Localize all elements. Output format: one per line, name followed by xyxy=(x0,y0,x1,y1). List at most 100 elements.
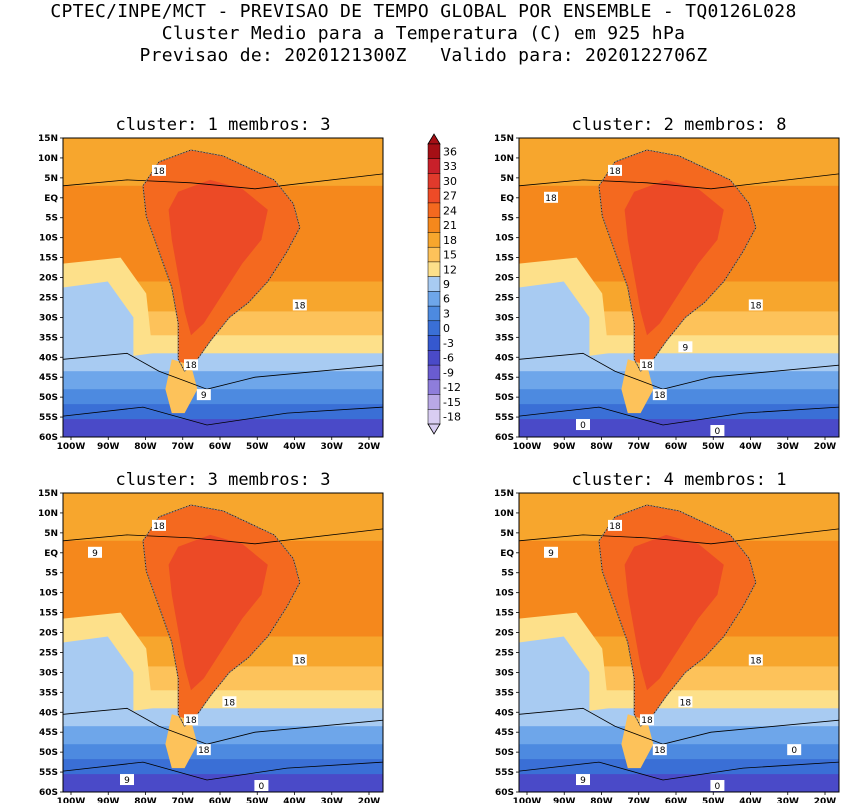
lon-label: 100W xyxy=(513,797,542,803)
lon-label: 30W xyxy=(321,797,344,803)
coastline xyxy=(598,149,757,372)
contour-value-box xyxy=(640,359,654,371)
colorbar-label: 30 xyxy=(443,175,457,188)
colorbar-label: -15 xyxy=(443,396,461,409)
contour-value-box xyxy=(652,744,667,756)
temperature-band xyxy=(63,404,383,420)
colorbar-label: -6 xyxy=(443,352,454,365)
contour-line xyxy=(63,352,383,390)
lon-label: 20W xyxy=(814,442,837,452)
lat-label: 35S xyxy=(495,688,514,698)
lat-label: 10N xyxy=(494,509,514,519)
contour-value-label: 18 xyxy=(750,301,762,311)
lat-label: 45S xyxy=(39,373,58,383)
contour-value-box xyxy=(678,696,693,708)
colorbar-arrow-top xyxy=(427,133,441,145)
contour-value-label: 18 xyxy=(609,167,621,177)
map-panel-3: cluster: 3 membros: 3 15N 10N 5N EQ 5S 10S 15S 2… xyxy=(38,470,384,803)
contour-value-label: 18 xyxy=(294,656,306,666)
lat-label: 15N xyxy=(38,134,58,144)
lat-label: 50S xyxy=(495,748,514,758)
lat-label: 50S xyxy=(39,393,58,403)
colorbar-label: 6 xyxy=(443,293,450,306)
colorbar-segment xyxy=(427,232,441,248)
contour-value-label: 0 xyxy=(580,421,586,431)
contour-value-label: 9 xyxy=(548,549,554,559)
lat-label: 40S xyxy=(495,353,514,363)
lat-label: 15S xyxy=(495,609,514,619)
lon-label: 40W xyxy=(739,797,762,803)
southern-tip xyxy=(165,714,198,769)
lon-label: 60W xyxy=(209,442,232,452)
lat-label: 55S xyxy=(39,413,58,423)
colorbar-label: 33 xyxy=(443,160,457,173)
lat-label: 25S xyxy=(495,648,514,658)
lat-label: 5N xyxy=(500,529,514,539)
lat-label: 5S xyxy=(45,569,58,579)
lat-label: 15N xyxy=(494,489,514,499)
lat-label: 60S xyxy=(39,433,58,443)
lat-label: 35S xyxy=(39,688,58,698)
contour-value-label: 18 xyxy=(641,716,653,726)
contour-value-box xyxy=(196,389,211,401)
header-line-3: Previsao de: 2020121300Z Valido para: 20… xyxy=(139,45,708,66)
lat-label: 5S xyxy=(501,569,514,579)
lon-label: 20W xyxy=(814,797,837,803)
lon-label: 50W xyxy=(702,797,725,803)
southern-tip xyxy=(621,359,654,414)
lon-label: 100W xyxy=(57,797,86,803)
colorbar-segment xyxy=(427,261,441,278)
lat-label: 40S xyxy=(39,353,58,363)
lat-label: 20S xyxy=(495,629,514,639)
contour-line xyxy=(63,707,383,745)
hot-core xyxy=(624,534,724,691)
coastline xyxy=(142,504,301,727)
contour-value-box xyxy=(222,696,237,708)
lon-label: 30W xyxy=(777,442,800,452)
contour-value-box xyxy=(88,546,102,558)
map-panel-1: cluster: 1 membros: 3 15N 10N 5N EQ 5S 10S 15S 2… xyxy=(38,115,384,452)
lat-label: 15N xyxy=(494,134,514,144)
contour-value-label: 9 xyxy=(124,776,130,786)
panel-title: cluster: 2 membros: 8 xyxy=(572,115,787,135)
colorbar-arrow-bottom xyxy=(427,423,441,435)
lon-label: 60W xyxy=(665,442,688,452)
lat-label: 25S xyxy=(39,293,58,303)
lon-label: 70W xyxy=(628,442,651,452)
temperature-band xyxy=(519,353,839,372)
temperature-band xyxy=(63,419,383,437)
colorbar-segment xyxy=(427,173,441,189)
map-panel-2: cluster: 2 membros: 8 15N 10N 5N EQ 5S 10S 15S 2… xyxy=(494,115,840,452)
colorbar-label: -9 xyxy=(443,366,454,379)
panel-title: cluster: 4 membros: 1 xyxy=(572,470,787,490)
contour-value-label: 18 xyxy=(680,698,692,708)
lon-label: 80W xyxy=(134,797,157,803)
colorbar-label: 12 xyxy=(443,263,457,276)
lon-label: 80W xyxy=(134,442,157,452)
lon-label: 40W xyxy=(739,442,762,452)
colorbar-segment xyxy=(427,217,441,233)
lat-label: 15S xyxy=(495,254,514,264)
contour-value-box xyxy=(640,714,654,726)
temperature-band xyxy=(519,726,839,745)
contour-value-box xyxy=(544,191,558,203)
contour-value-box xyxy=(196,744,211,756)
map-frame xyxy=(518,137,840,438)
contour-value-box xyxy=(120,774,134,786)
lat-label: 30S xyxy=(495,313,514,323)
lat-label: 5N xyxy=(44,529,58,539)
lat-label: 60S xyxy=(495,788,514,798)
colorbar-label: -12 xyxy=(443,381,461,394)
lon-label: 30W xyxy=(321,442,344,452)
lon-label: 60W xyxy=(209,797,232,803)
cool-pacific-region xyxy=(63,636,134,727)
contour-line xyxy=(63,761,383,781)
contour-value-box xyxy=(748,654,763,666)
contour-value-label: 18 xyxy=(750,656,762,666)
colorbar-label: 9 xyxy=(443,278,450,291)
contour-value-box xyxy=(652,389,667,401)
contour-value-box xyxy=(710,425,725,437)
contour-value-label: 18 xyxy=(153,167,165,177)
